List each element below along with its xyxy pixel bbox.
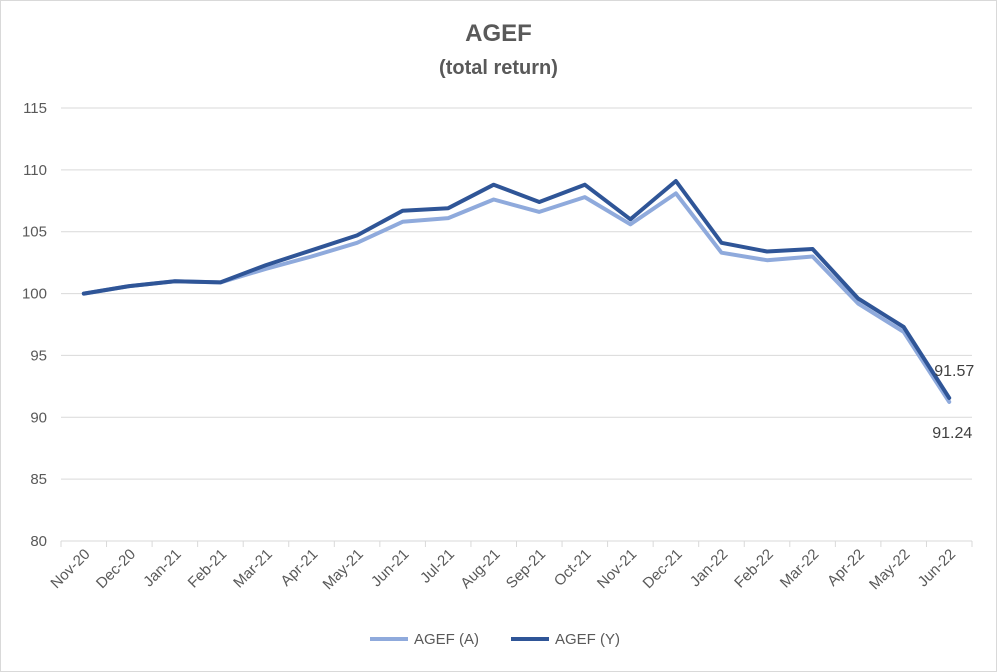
legend-label-1: AGEF (A) [414,631,479,648]
x-tick-label: Feb-22 [731,546,777,592]
legend-label-2: AGEF (Y) [555,631,620,648]
x-tick-label: Dec-20 [93,546,139,592]
gridlines [61,107,972,542]
y-tick-label: 90 [30,409,47,426]
legend: AGEF (A) AGEF (Y) [370,631,620,648]
series-lines [81,179,952,404]
x-axis: Nov-20 Dec-20 Jan-21 Feb-21 Mar-21 Apr-21May-… [47,541,973,593]
data-labels: 91.57 91.24 [932,363,974,442]
x-tick-label: Oct-21 [551,546,595,590]
x-tick-label: Jun-22 [915,546,959,590]
end-label-a: 91.24 [932,425,972,442]
y-tick-label: 110 [23,162,47,179]
x-tick-label: Mar-22 [777,546,823,592]
x-tick-label: Feb-21 [185,546,231,592]
x-tick-label: May-22 [866,546,913,593]
x-tick-label: Jul-21 [417,546,458,587]
series-line-2 [81,179,952,400]
x-tick-label: Jun-21 [368,546,412,590]
y-axis-ticks: 80 85 90 95 100 105 110 115 [22,100,47,550]
x-tick-label: May-21 [320,546,367,593]
x-tick-label: Dec-21 [640,546,686,592]
y-tick-label: 80 [30,533,47,550]
y-tick-label: 100 [22,286,47,303]
end-label-y: 91.57 [934,363,974,380]
chart-title: AGEF [465,20,532,47]
x-tick-label: Nov-20 [47,546,93,592]
y-tick-label: 105 [22,224,47,241]
y-tick-label: 115 [23,100,47,117]
x-tick-label: Jan-21 [140,546,184,590]
x-tick-label: Apr-21 [277,546,321,590]
y-tick-label: 85 [30,471,47,488]
x-tick-label: Nov-21 [594,546,640,592]
series-line-1 [81,191,952,404]
x-tick-label: Sep-21 [503,546,549,592]
x-tick-label: Jan-22 [687,546,731,590]
x-tick-label: Mar-21 [230,546,276,592]
chart-subtitle: (total return) [439,57,558,79]
x-tick-label: Apr-22 [824,546,868,590]
y-tick-label: 95 [30,347,47,364]
x-tick-label: Aug-21 [457,546,503,592]
